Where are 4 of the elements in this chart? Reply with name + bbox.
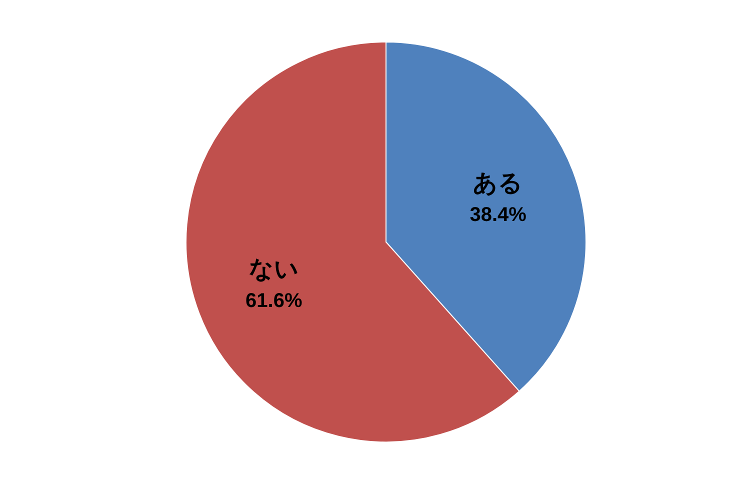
data-label: 61.6%: [246, 290, 302, 312]
slice-label: ある: [473, 170, 524, 198]
slice-label: ない: [248, 256, 299, 283]
data-label: 38.4%: [470, 204, 527, 226]
